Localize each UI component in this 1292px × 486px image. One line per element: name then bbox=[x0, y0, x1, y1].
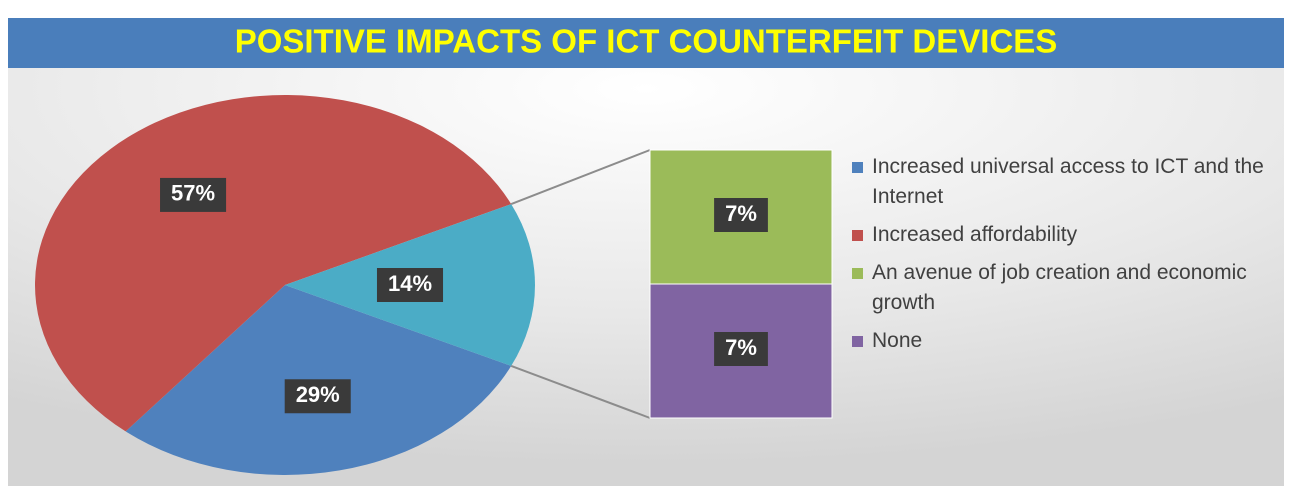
legend-swatch bbox=[852, 268, 863, 279]
legend-label: None bbox=[872, 329, 923, 352]
legend-label: Increased affordability bbox=[872, 223, 1078, 246]
data-label: 29% bbox=[296, 382, 340, 407]
legend-entry: Increased universal access to ICT and th… bbox=[852, 152, 1267, 212]
data-label: 7% bbox=[725, 201, 757, 226]
data-label-box bbox=[714, 332, 768, 366]
data-label-box bbox=[376, 268, 444, 302]
data-label: 14% bbox=[388, 271, 432, 296]
connector-line bbox=[510, 149, 651, 206]
legend-entry: Increased affordability bbox=[852, 220, 1267, 250]
data-label-box bbox=[284, 379, 351, 414]
data-label: 7% bbox=[725, 335, 757, 360]
connector-line bbox=[510, 364, 651, 419]
legend-entry: None bbox=[852, 326, 1267, 356]
legend-swatch bbox=[852, 162, 863, 173]
legend-entry: An avenue of job creation and economic g… bbox=[852, 258, 1267, 318]
legend-label: An avenue of job creation and economic g… bbox=[872, 261, 1247, 314]
legend-swatch bbox=[852, 230, 863, 241]
legend-label: Increased universal access to ICT and th… bbox=[872, 155, 1264, 208]
data-label-box bbox=[714, 198, 768, 232]
legend-swatch bbox=[852, 336, 863, 347]
title-bar bbox=[8, 18, 1284, 68]
data-label-box bbox=[160, 177, 227, 212]
chart-title: POSITIVE IMPACTS OF ICT COUNTERFEIT DEVI… bbox=[235, 23, 1058, 60]
data-label: 57% bbox=[171, 181, 215, 206]
pie-slice bbox=[35, 95, 512, 432]
